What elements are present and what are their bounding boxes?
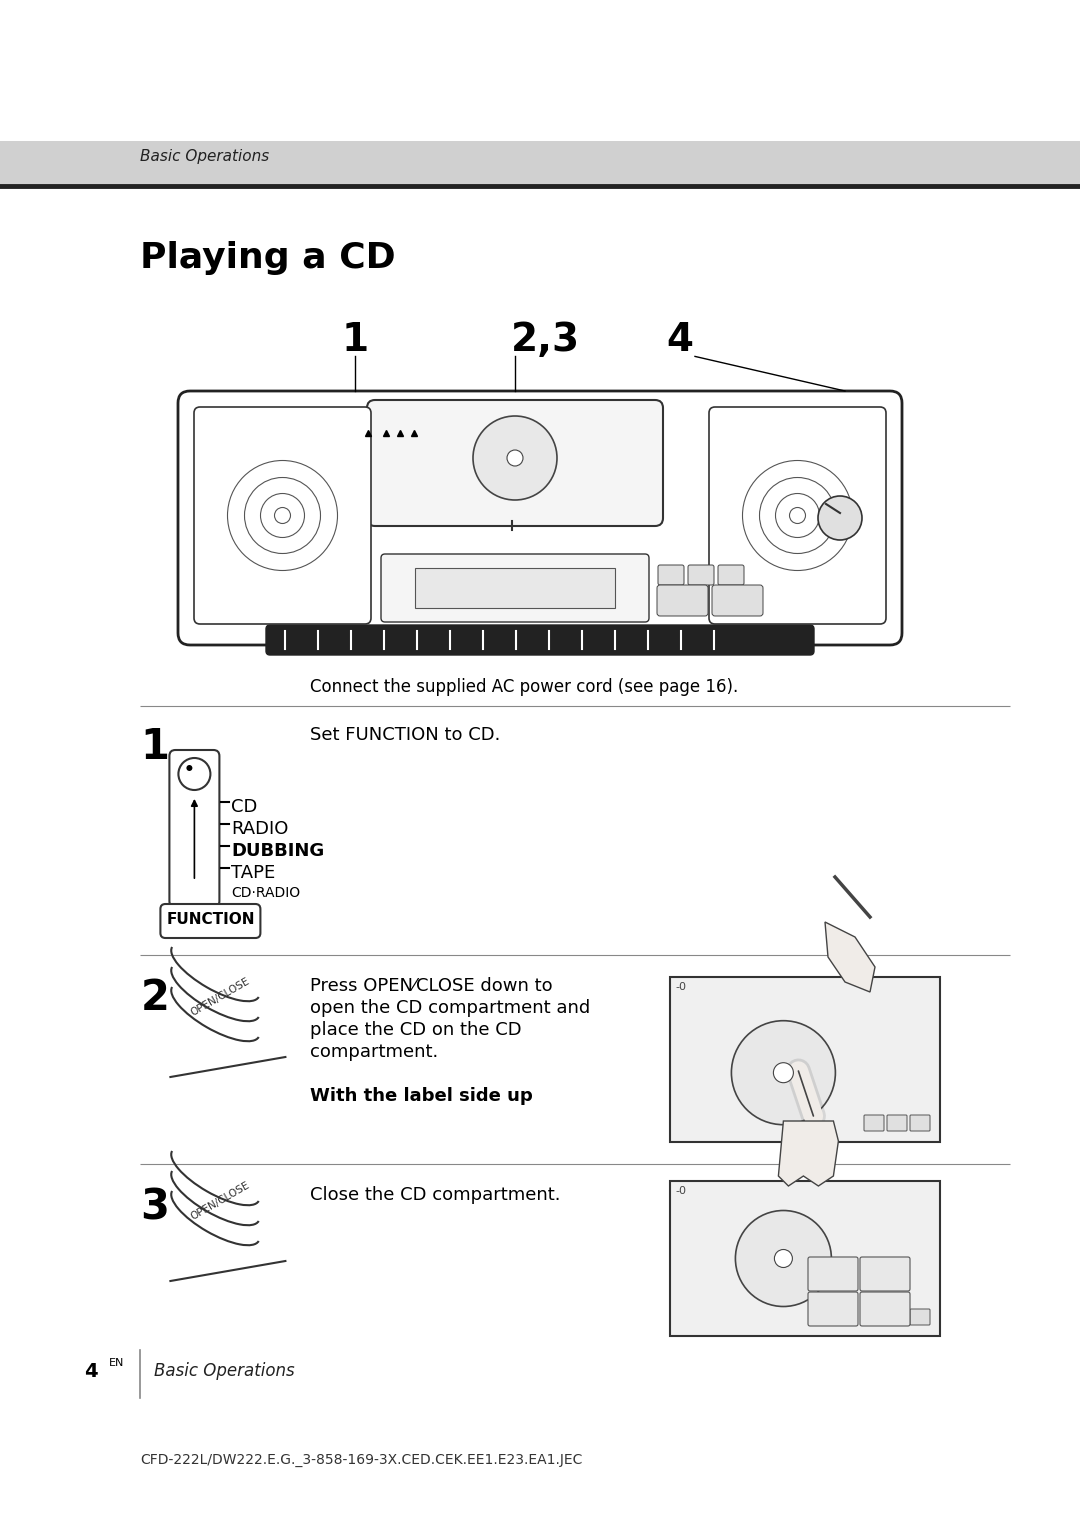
Circle shape (735, 1210, 832, 1306)
FancyBboxPatch shape (194, 406, 372, 623)
FancyBboxPatch shape (367, 400, 663, 526)
Circle shape (774, 1250, 793, 1268)
Bar (670, 1181, 940, 1335)
Text: 1: 1 (140, 726, 170, 769)
FancyBboxPatch shape (688, 565, 714, 585)
Text: CD: CD (231, 798, 258, 816)
Text: place the CD on the CD: place the CD on the CD (310, 1021, 522, 1039)
Text: 4: 4 (666, 321, 693, 359)
Circle shape (731, 1021, 836, 1125)
FancyBboxPatch shape (178, 391, 902, 645)
FancyBboxPatch shape (718, 565, 744, 585)
Text: DUBBING: DUBBING (231, 842, 325, 860)
Circle shape (773, 1062, 794, 1083)
Text: open the CD compartment and: open the CD compartment and (310, 999, 591, 1018)
Text: -0: -0 (675, 1186, 686, 1196)
Text: Close the CD compartment.: Close the CD compartment. (310, 1186, 561, 1204)
Text: 1: 1 (341, 321, 368, 359)
FancyBboxPatch shape (161, 905, 260, 938)
FancyBboxPatch shape (808, 1258, 858, 1291)
Text: 2: 2 (140, 976, 170, 1019)
Circle shape (187, 766, 192, 772)
Text: -0: -0 (675, 983, 686, 992)
Text: Press OPEN⁄CLOSE down to: Press OPEN⁄CLOSE down to (310, 976, 553, 995)
Circle shape (473, 416, 557, 500)
Text: 4: 4 (83, 1361, 97, 1381)
FancyBboxPatch shape (860, 1258, 910, 1291)
Polygon shape (779, 1122, 838, 1186)
FancyBboxPatch shape (658, 565, 684, 585)
FancyBboxPatch shape (887, 1115, 907, 1131)
Text: compartment.: compartment. (310, 1044, 438, 1060)
Text: CFD-222L/DW222.E.G._3-858-169-3X.CED.CEK.EE1.E23.EA1.JEC: CFD-222L/DW222.E.G._3-858-169-3X.CED.CEK… (140, 1453, 583, 1467)
FancyBboxPatch shape (860, 1293, 910, 1326)
FancyBboxPatch shape (381, 555, 649, 622)
Text: OFF: OFF (231, 908, 258, 921)
Text: With the label side up: With the label side up (310, 1086, 532, 1105)
FancyBboxPatch shape (657, 585, 708, 616)
FancyBboxPatch shape (887, 1309, 907, 1325)
Text: OPEN/CLOSE: OPEN/CLOSE (189, 976, 252, 1018)
Circle shape (507, 451, 523, 466)
Text: Connect the supplied AC power cord (see page 16).: Connect the supplied AC power cord (see … (310, 678, 739, 695)
Text: TAPE: TAPE (231, 863, 275, 882)
Text: CD·RADIO: CD·RADIO (231, 886, 300, 900)
Text: 3: 3 (140, 1186, 170, 1229)
Bar (415, 568, 615, 608)
Text: Basic Operations: Basic Operations (140, 148, 270, 163)
FancyBboxPatch shape (864, 1115, 885, 1131)
FancyBboxPatch shape (170, 750, 219, 908)
FancyBboxPatch shape (910, 1115, 930, 1131)
FancyBboxPatch shape (808, 1293, 858, 1326)
Text: OPEN/CLOSE: OPEN/CLOSE (189, 1180, 252, 1222)
Text: Basic Operations: Basic Operations (154, 1361, 295, 1380)
Circle shape (818, 497, 862, 539)
Text: Playing a CD: Playing a CD (140, 241, 396, 275)
Circle shape (178, 758, 211, 790)
FancyBboxPatch shape (266, 625, 814, 656)
FancyBboxPatch shape (712, 585, 762, 616)
Text: 2,3: 2,3 (511, 321, 580, 359)
FancyBboxPatch shape (708, 406, 886, 623)
FancyBboxPatch shape (864, 1309, 885, 1325)
Polygon shape (825, 921, 875, 992)
Text: FUNCTION: FUNCTION (166, 912, 255, 927)
Text: EN: EN (108, 1358, 124, 1368)
Text: Set FUNCTION to CD.: Set FUNCTION to CD. (310, 726, 500, 744)
Bar (670, 976, 940, 1141)
Bar (0, 141, 1080, 186)
Text: RADIO: RADIO (231, 821, 288, 837)
FancyBboxPatch shape (910, 1309, 930, 1325)
